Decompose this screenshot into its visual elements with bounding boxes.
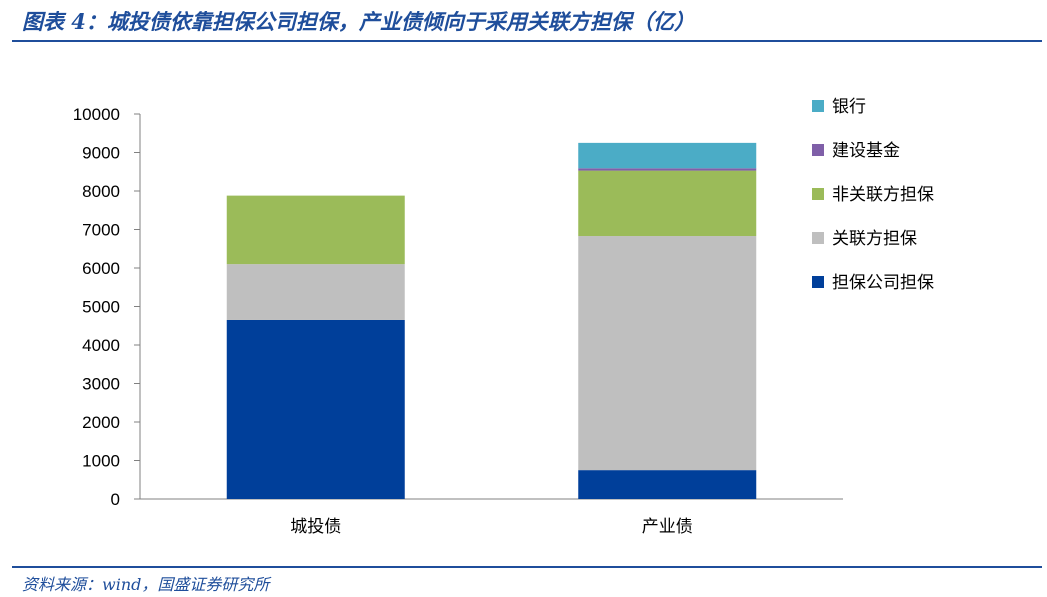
figure-header: 图表 4：城投债依靠担保公司担保，产业债倾向于采用关联方担保（亿） <box>0 0 1047 40</box>
bar-segment <box>578 236 757 471</box>
y-tick-label: 0 <box>111 490 120 509</box>
y-tick-label: 8000 <box>82 182 120 201</box>
y-tick-label: 3000 <box>82 375 120 394</box>
y-tick-label: 1000 <box>82 452 120 471</box>
legend-label: 银行 <box>832 97 866 117</box>
legend-swatch <box>812 100 824 112</box>
y-tick-label: 7000 <box>82 221 120 240</box>
header-divider <box>12 40 1042 42</box>
y-axis: 0 1000 2000 3000 4000 5000 6000 7000 8000 9000 100… <box>73 105 141 509</box>
bars <box>226 142 757 499</box>
footer-divider <box>12 566 1042 568</box>
legend-label: 建设基金 <box>832 141 900 161</box>
x-category-label: 产业债 <box>642 517 693 537</box>
y-tick-label: 2000 <box>82 413 120 432</box>
bar-segment <box>578 170 757 237</box>
bar-segment <box>578 168 757 171</box>
bar-segment <box>226 195 405 265</box>
legend-swatch <box>812 144 824 156</box>
legend-swatch <box>812 276 824 288</box>
bar-segment <box>226 319 405 499</box>
source-note: 资料来源：wind，国盛证券研究所 <box>22 575 270 594</box>
x-axis: 城投债 产业债 <box>140 498 843 537</box>
y-tick-label: 6000 <box>82 259 120 278</box>
y-tick-label: 5000 <box>82 298 120 317</box>
bar-segment <box>226 264 405 320</box>
legend-swatch <box>812 232 824 244</box>
bar-segment <box>578 142 757 169</box>
legend-swatch <box>812 188 824 200</box>
legend-label: 担保公司担保 <box>832 273 934 293</box>
legend-label: 关联方担保 <box>832 229 917 249</box>
x-category-label: 城投债 <box>290 517 341 537</box>
figure-title: 图表 4：城投债依靠担保公司担保，产业债倾向于采用关联方担保（亿） <box>22 9 695 34</box>
y-tick-label: 9000 <box>82 144 120 163</box>
y-tick-label: 10000 <box>73 105 120 124</box>
legend-label: 非关联方担保 <box>832 185 934 205</box>
bar-segment <box>578 470 757 499</box>
y-tick-label: 4000 <box>82 336 120 355</box>
